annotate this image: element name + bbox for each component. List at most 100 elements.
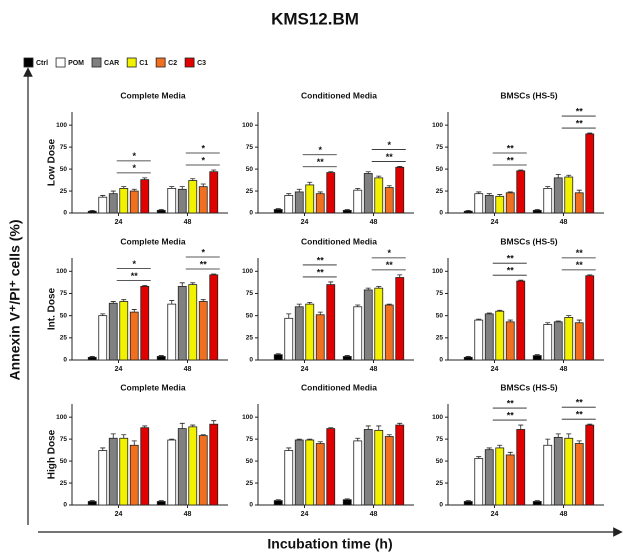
bar xyxy=(585,275,595,361)
error-bar xyxy=(344,498,350,500)
y-tick-label: 100 xyxy=(432,122,443,129)
error-bar xyxy=(486,447,492,450)
bar-group xyxy=(374,425,384,506)
panel-title: Complete Media xyxy=(120,236,185,246)
bar xyxy=(294,306,304,361)
x-tick-label: 24 xyxy=(491,219,499,226)
bar xyxy=(384,304,394,361)
bar xyxy=(574,192,584,214)
bar-group xyxy=(209,420,219,506)
error-bar xyxy=(110,301,116,304)
significance-label: ** xyxy=(507,254,515,264)
y-tick-label: 50 xyxy=(246,458,254,465)
bar-group xyxy=(129,309,139,361)
bar xyxy=(463,356,473,361)
error-bar xyxy=(355,304,361,307)
error-bar xyxy=(545,186,551,189)
error-bar xyxy=(179,186,185,190)
bar xyxy=(553,436,563,506)
error-bar xyxy=(89,500,95,502)
bar xyxy=(188,180,198,214)
bar-group xyxy=(353,188,363,214)
bar xyxy=(505,321,515,361)
bar-group xyxy=(363,425,373,506)
bar-group xyxy=(284,447,294,506)
error-bar xyxy=(307,181,313,185)
error-bar xyxy=(576,440,582,444)
significance-label: ** xyxy=(576,410,584,420)
bar xyxy=(119,301,129,361)
y-tick-label: 75 xyxy=(246,290,254,297)
error-bar xyxy=(355,188,361,191)
x-tick-label: 48 xyxy=(184,366,192,373)
significance-label: ** xyxy=(507,266,515,276)
bar xyxy=(395,424,405,506)
bar-group xyxy=(543,438,553,506)
bar xyxy=(167,188,177,214)
bar xyxy=(156,356,166,361)
y-tick-label: 25 xyxy=(246,188,254,195)
bar xyxy=(395,277,405,361)
y-tick-label: 50 xyxy=(246,312,254,319)
bar xyxy=(273,500,283,506)
y-tick-label: 75 xyxy=(436,290,444,297)
bar xyxy=(315,193,325,214)
bar xyxy=(553,321,563,361)
error-bar xyxy=(275,499,281,501)
significance-label: ** xyxy=(576,106,584,116)
bar-group xyxy=(532,500,542,506)
y-tick-label: 100 xyxy=(56,268,67,275)
x-tick-label: 24 xyxy=(115,366,123,373)
significance-label: ** xyxy=(576,260,584,270)
bar xyxy=(209,274,219,361)
bar xyxy=(585,133,595,214)
bar-group xyxy=(342,498,352,506)
bar xyxy=(532,355,542,361)
bar-group xyxy=(209,273,219,361)
error-bar xyxy=(317,191,323,194)
bar xyxy=(140,427,150,506)
bar-group xyxy=(532,354,542,361)
bar xyxy=(532,501,542,506)
y-tick-label: 0 xyxy=(439,210,443,217)
bar xyxy=(108,302,118,361)
bar-group xyxy=(585,423,595,506)
bar-group xyxy=(574,319,584,361)
bar-group xyxy=(484,193,494,214)
bar-group xyxy=(305,438,315,506)
significance-label: ** xyxy=(386,152,394,162)
legend-label: Ctrl xyxy=(36,60,48,67)
bar xyxy=(353,440,363,506)
y-tick-label: 25 xyxy=(246,335,254,342)
error-bar xyxy=(158,355,164,357)
legend-label: POM xyxy=(68,60,84,67)
error-bar xyxy=(376,425,382,431)
error-bar xyxy=(555,173,561,178)
error-bar xyxy=(497,444,503,448)
error-bar xyxy=(555,433,561,438)
y-tick-label: 0 xyxy=(63,210,67,217)
error-bar xyxy=(142,285,148,287)
bar-group xyxy=(395,166,405,214)
y-tick-label: 50 xyxy=(60,458,68,465)
panel-title: BMSCs (HS-5) xyxy=(500,90,557,100)
bar-group xyxy=(342,355,352,361)
bar-group xyxy=(294,188,304,214)
bar xyxy=(532,209,542,214)
error-bar xyxy=(100,447,106,451)
bar xyxy=(564,317,574,361)
bar-group xyxy=(363,171,373,214)
bar-group xyxy=(495,309,505,361)
x-tick-label: 24 xyxy=(301,511,309,518)
bar-group xyxy=(140,285,150,361)
panel-title: Conditioned Media xyxy=(301,90,377,100)
bar-group xyxy=(564,174,574,214)
bar-group xyxy=(363,287,373,361)
x-tick-label: 48 xyxy=(560,219,568,226)
y-tick-label: 75 xyxy=(436,144,444,151)
error-bar xyxy=(296,438,302,441)
bar-group xyxy=(574,440,584,506)
legend-swatch xyxy=(91,57,102,68)
y-tick-label: 75 xyxy=(246,436,254,443)
error-bar xyxy=(507,451,513,455)
